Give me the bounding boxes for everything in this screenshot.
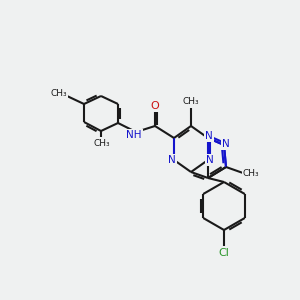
Text: Cl: Cl	[219, 248, 230, 258]
Text: CH₃: CH₃	[183, 98, 199, 106]
Text: O: O	[151, 101, 159, 111]
Text: N: N	[222, 139, 230, 149]
Text: N: N	[206, 155, 214, 165]
Text: N: N	[168, 155, 176, 165]
Text: CH₃: CH₃	[243, 169, 259, 178]
Text: NH: NH	[126, 130, 142, 140]
Text: CH₃: CH₃	[51, 89, 67, 98]
Text: N: N	[205, 131, 213, 141]
Text: CH₃: CH₃	[94, 139, 110, 148]
